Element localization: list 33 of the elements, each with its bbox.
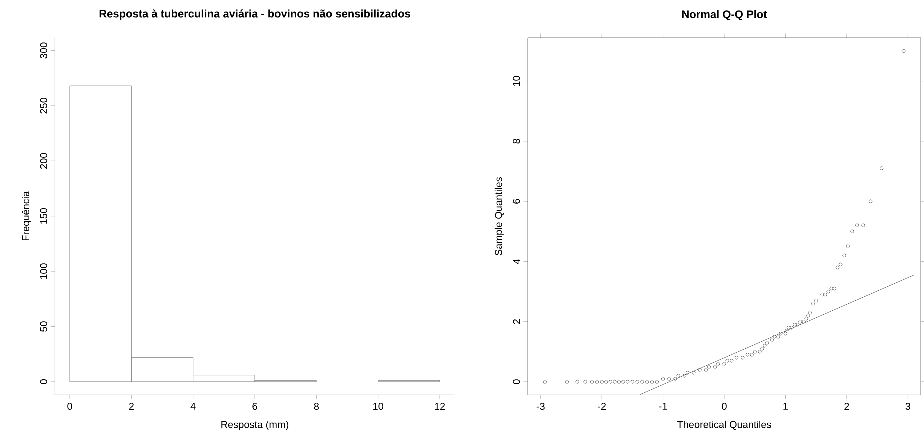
y-tick-label: 50 (40, 322, 48, 332)
x-tick-label: 12 (435, 403, 446, 410)
x-tick-label: 10 (374, 403, 384, 410)
y-tick-label: 100 (40, 264, 48, 280)
y-tick-label: 0 (40, 380, 48, 384)
y-tick-label: 0 (513, 380, 520, 384)
y-tick-label: 8 (513, 139, 520, 144)
y-tick-label: 200 (40, 153, 48, 169)
x-tick-label: 6 (252, 403, 258, 410)
x-axis-title: Theoretical Quantiles (677, 420, 772, 430)
x-tick-label: -1 (659, 402, 668, 410)
y-tick-label: 6 (513, 199, 520, 204)
y-tick-label: 2 (513, 320, 520, 324)
y-tick-label: 4 (513, 259, 520, 264)
x-tick-label: 1 (784, 402, 788, 410)
x-tick-label: 8 (314, 403, 320, 410)
x-tick-label: -2 (598, 403, 606, 410)
y-tick-label: 10 (513, 76, 520, 86)
y-axis-title: Frequência (22, 191, 32, 241)
x-tick-label: -3 (536, 403, 545, 410)
x-tick-label: 4 (190, 402, 196, 410)
x-tick-label: 2 (844, 403, 850, 410)
x-tick-label: 0 (68, 403, 72, 410)
x-axis-title: Resposta (mm) (222, 420, 289, 430)
y-tick-label: 150 (40, 208, 48, 224)
y-tick-label: 250 (40, 98, 48, 114)
chart-title: Normal Q-Q Plot (682, 10, 768, 20)
x-tick-label: 2 (129, 403, 134, 410)
x-tick-label: 0 (722, 403, 727, 410)
y-axis-title: Sample Quantiles (494, 178, 504, 256)
y-tick-label: 300 (40, 42, 48, 59)
x-tick-label: 3 (906, 403, 910, 410)
chart-title: Resposta à tuberculina aviária - bovinos não sensibilizados (100, 10, 410, 20)
